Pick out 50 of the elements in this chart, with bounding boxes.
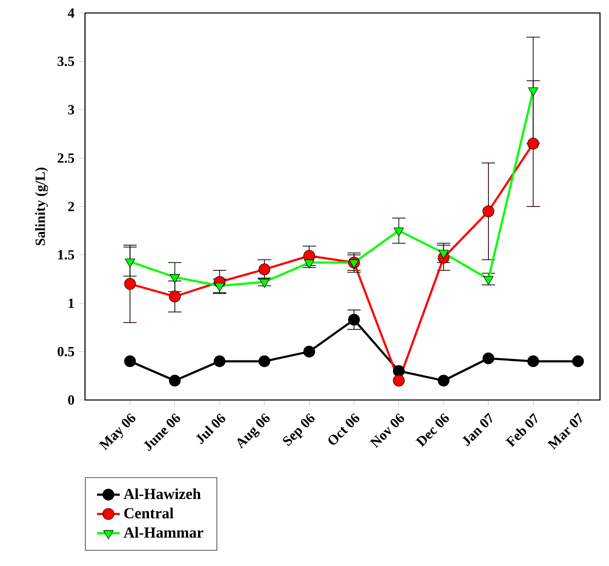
- point: [482, 352, 494, 364]
- point: [170, 274, 180, 283]
- legend-label: Al-Hammar: [124, 526, 204, 538]
- x-tick-label: Nov 06: [370, 413, 404, 448]
- x-tick-label: Jul 06: [196, 414, 226, 444]
- point: [259, 278, 270, 288]
- point: [168, 374, 181, 387]
- point: [258, 355, 270, 368]
- x-tick-label: Sep 06: [283, 413, 315, 446]
- x-tick-label: Aug 06: [237, 413, 270, 449]
- point: [258, 264, 270, 276]
- y-axis-title: Salinity (g/L): [35, 168, 48, 246]
- point: [124, 278, 136, 290]
- x-tick-label: Jan 07: [462, 412, 492, 446]
- point: [528, 87, 538, 96]
- y-tick-label: 3: [68, 105, 74, 114]
- x-tick-label: Oct 06: [328, 413, 360, 445]
- point: [438, 250, 449, 259]
- legend-label: Central: [124, 508, 174, 518]
- point: [438, 374, 450, 387]
- point: [304, 260, 314, 268]
- point: [214, 355, 226, 368]
- point: [394, 228, 404, 237]
- point: [527, 355, 540, 368]
- x-tick-label: Dec 06: [416, 413, 449, 448]
- y-tick-label: 0: [68, 395, 74, 405]
- legend-label: Al-Hawizeh: [124, 488, 201, 500]
- point: [348, 314, 360, 326]
- x-tick-label: Mar 07: [547, 412, 582, 450]
- point: [482, 205, 494, 218]
- point: [527, 138, 540, 150]
- point: [168, 290, 181, 302]
- point: [392, 374, 405, 387]
- y-tick-label: 1: [68, 298, 74, 308]
- y-tick-label: 3.5: [58, 56, 74, 66]
- y-tick-label: 1.5: [58, 250, 74, 260]
- point: [483, 276, 494, 285]
- y-tick-label: 2: [68, 202, 74, 212]
- x-tick-label: Feb 07: [505, 412, 538, 448]
- y-tick-label: 4: [68, 8, 74, 18]
- point: [392, 365, 405, 377]
- point: [303, 346, 316, 358]
- point: [124, 258, 136, 268]
- point: [348, 260, 360, 268]
- y-tick-label: 0.5: [58, 346, 74, 356]
- x-tick-label: May 06: [98, 413, 136, 450]
- point: [572, 355, 584, 368]
- x-tick-label: June 06: [144, 413, 180, 452]
- point: [124, 355, 136, 368]
- y-tick-label: 2.5: [58, 153, 74, 163]
